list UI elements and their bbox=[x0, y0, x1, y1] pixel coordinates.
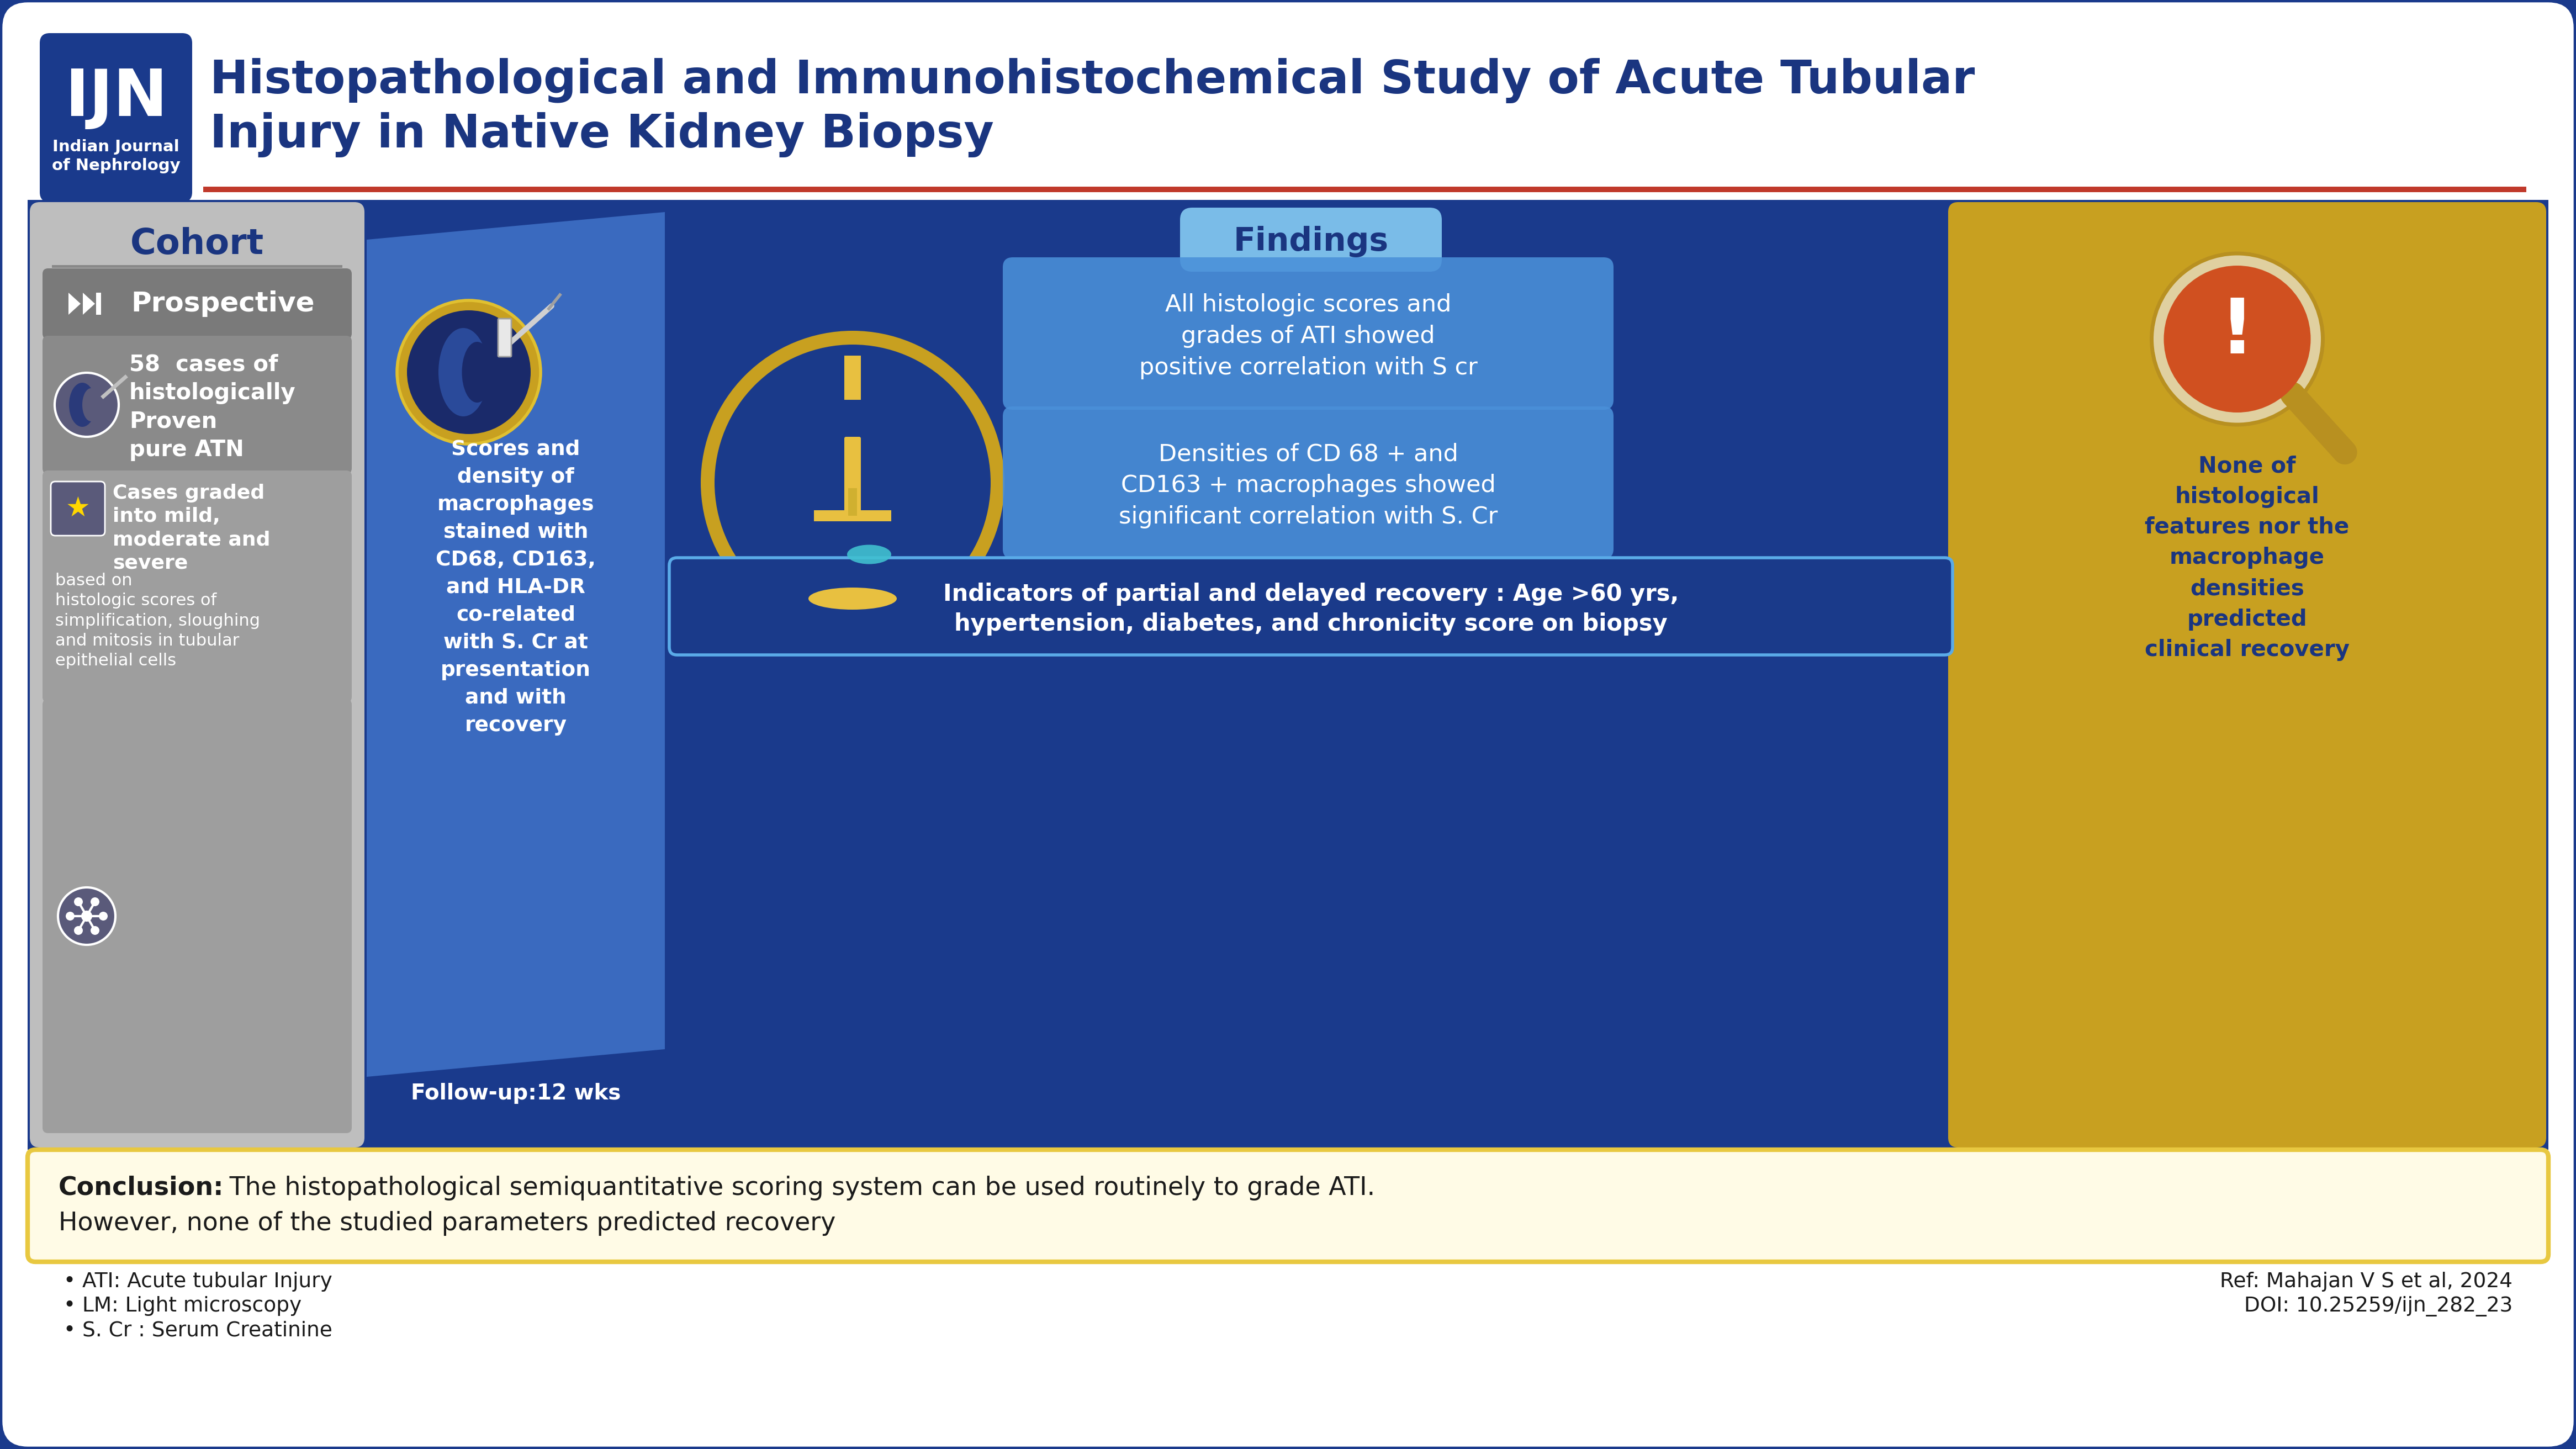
FancyBboxPatch shape bbox=[44, 698, 353, 1133]
Text: • ATI: Acute tubular Injury: • ATI: Acute tubular Injury bbox=[64, 1272, 332, 1291]
Text: IJN: IJN bbox=[64, 67, 167, 130]
FancyBboxPatch shape bbox=[1947, 201, 2545, 1148]
Text: DOI: 10.25259/ijn_282_23: DOI: 10.25259/ijn_282_23 bbox=[2244, 1295, 2512, 1317]
FancyBboxPatch shape bbox=[39, 33, 193, 201]
FancyBboxPatch shape bbox=[44, 268, 353, 339]
Text: The histopathological semiquantitative scoring system can be used routinely to g: The histopathological semiquantitative s… bbox=[222, 1175, 1376, 1200]
Circle shape bbox=[90, 926, 100, 935]
Circle shape bbox=[2151, 254, 2324, 425]
Bar bbox=[848, 488, 858, 516]
Bar bbox=[95, 293, 100, 314]
Text: None of
histological
features nor the
macrophage
densities
predicted
clinical re: None of histological features nor the ma… bbox=[2146, 455, 2349, 661]
FancyBboxPatch shape bbox=[52, 481, 106, 536]
Text: Follow-up:12 wks: Follow-up:12 wks bbox=[410, 1082, 621, 1104]
Text: All histologic scores and
grades of ATI showed
positive correlation with S cr: All histologic scores and grades of ATI … bbox=[1139, 293, 1479, 380]
Text: Conclusion:: Conclusion: bbox=[59, 1175, 224, 1200]
Text: based on
histologic scores of
simplification, sloughing
and mitosis in tubular
e: based on histologic scores of simplifica… bbox=[54, 572, 260, 669]
Text: Indicators of partial and delayed recovery : Age >60 yrs,
hypertension, diabetes: Indicators of partial and delayed recove… bbox=[943, 582, 1680, 636]
Text: Densities of CD 68 + and
CD163 + macrophages showed
significant correlation with: Densities of CD 68 + and CD163 + macroph… bbox=[1118, 442, 1497, 529]
Text: Indian Journal
of Nephrology: Indian Journal of Nephrology bbox=[52, 139, 180, 174]
Text: Scores and
density of
macrophages
stained with
CD68, CD163,
and HLA-DR
co-relate: Scores and density of macrophages staine… bbox=[435, 439, 595, 736]
Text: Findings: Findings bbox=[1234, 226, 1388, 258]
Text: Cohort: Cohort bbox=[131, 227, 263, 261]
FancyBboxPatch shape bbox=[44, 471, 353, 703]
FancyBboxPatch shape bbox=[44, 336, 353, 474]
Circle shape bbox=[54, 372, 118, 436]
FancyBboxPatch shape bbox=[1002, 406, 1613, 559]
FancyBboxPatch shape bbox=[1002, 258, 1613, 410]
Bar bbox=[204, 187, 2527, 193]
Bar bbox=[52, 265, 343, 268]
FancyBboxPatch shape bbox=[670, 558, 1953, 655]
Text: • LM: Light microscopy: • LM: Light microscopy bbox=[64, 1295, 301, 1316]
Text: • S. Cr : Serum Creatinine: • S. Cr : Serum Creatinine bbox=[64, 1320, 332, 1340]
FancyBboxPatch shape bbox=[28, 1149, 2548, 1262]
Circle shape bbox=[2164, 265, 2311, 413]
Polygon shape bbox=[366, 212, 665, 1077]
Circle shape bbox=[75, 897, 82, 906]
Ellipse shape bbox=[809, 587, 896, 610]
FancyBboxPatch shape bbox=[845, 436, 860, 511]
Ellipse shape bbox=[461, 342, 492, 403]
Circle shape bbox=[407, 310, 531, 435]
Polygon shape bbox=[82, 293, 95, 314]
Circle shape bbox=[701, 330, 1005, 635]
Text: Prospective: Prospective bbox=[131, 290, 314, 317]
Circle shape bbox=[82, 910, 93, 922]
FancyBboxPatch shape bbox=[497, 319, 510, 356]
Text: !: ! bbox=[2221, 296, 2254, 369]
Text: ★: ★ bbox=[64, 496, 90, 522]
Text: Ref: Mahajan V S et al, 2024: Ref: Mahajan V S et al, 2024 bbox=[2221, 1272, 2512, 1291]
Ellipse shape bbox=[848, 545, 891, 564]
Text: Cases graded
into mild,
moderate and
severe: Cases graded into mild, moderate and sev… bbox=[113, 484, 270, 572]
Circle shape bbox=[90, 897, 100, 906]
Ellipse shape bbox=[70, 383, 95, 427]
Circle shape bbox=[67, 911, 75, 920]
Circle shape bbox=[397, 300, 541, 443]
FancyBboxPatch shape bbox=[1180, 207, 1443, 272]
Bar bbox=[845, 355, 860, 400]
Circle shape bbox=[59, 887, 116, 945]
Ellipse shape bbox=[82, 388, 100, 422]
Polygon shape bbox=[70, 293, 80, 314]
Circle shape bbox=[98, 911, 108, 920]
Ellipse shape bbox=[438, 327, 487, 416]
Circle shape bbox=[75, 926, 82, 935]
FancyBboxPatch shape bbox=[31, 201, 363, 1148]
Bar bbox=[28, 200, 2548, 1149]
Circle shape bbox=[714, 345, 992, 620]
Bar bbox=[814, 510, 891, 522]
Text: 58  cases of
histologically
Proven
pure ATN: 58 cases of histologically Proven pure A… bbox=[129, 354, 296, 461]
FancyBboxPatch shape bbox=[3, 3, 2573, 1446]
Text: Histopathological and Immunohistochemical Study of Acute Tubular
Injury in Nativ: Histopathological and Immunohistochemica… bbox=[209, 58, 1976, 158]
Text: However, none of the studied parameters predicted recovery: However, none of the studied parameters … bbox=[59, 1211, 835, 1236]
